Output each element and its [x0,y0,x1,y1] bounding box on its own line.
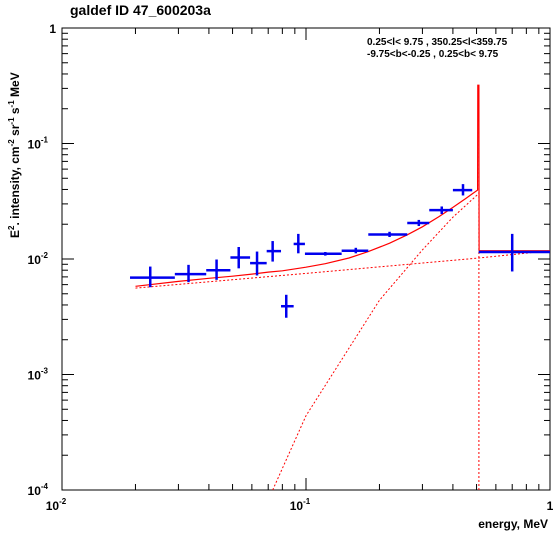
region-line-1: 0.25<l< 9.75 , 350.25<l<359.75 [367,37,508,48]
y-tick-label-exponent: -3 [41,367,49,376]
data-point [206,259,231,280]
data-point [250,251,267,276]
data-point [266,241,282,262]
x-tick-label-exponent: -1 [303,497,311,506]
y-tick-label: 10-3 [28,367,49,383]
y-tick-label-base: 10 [28,484,42,498]
data-points [130,184,550,318]
y-tick-label-exponent: -4 [41,482,49,491]
x-tick-label-base: 1 [547,499,554,513]
plot-frame [61,27,551,491]
y-tick-label-base: 10 [28,253,42,267]
data-point [130,266,175,288]
data-point [452,184,473,196]
x-tick-label-base: 10 [290,499,304,513]
y-label-part-7: -1 [7,100,16,108]
y-label-part-5: -1 [7,117,16,125]
y-tick-label: 1 [49,22,56,36]
y-tick-label: 10-2 [28,251,49,267]
data-point [304,251,342,256]
data-point [429,206,453,215]
y-label-part-0: E [8,230,22,238]
data-point [368,231,408,238]
curve-total [135,84,550,287]
data-point [407,219,430,227]
axis-ticks [61,28,550,491]
y-label-part-6: s [8,107,22,117]
y-tick-label: 10-4 [28,482,49,498]
y-tick-label: 10-1 [28,136,49,152]
axis-tick-labels: 10-2 10-1 110-410-310-210-11 [28,22,554,513]
data-point [478,233,550,272]
y-label-part-1: 2 [7,225,16,230]
data-point [230,247,251,269]
curve-component-2 [272,193,480,491]
y-tick-label-base: 1 [49,22,56,36]
x-tick-label: 10-1 [290,497,311,513]
y-label-part-8: MeV [8,72,22,100]
y-axis-label: E2. intensity, cm-2 sr-1 s-1 MeV [7,72,22,238]
y-tick-label-exponent: -1 [41,136,49,145]
chart-title: galdef ID 47_600203a [70,2,211,18]
x-tick-label: 1 [547,499,554,513]
data-point [341,247,369,254]
y-label-part-2: . intensity, cm [8,146,22,225]
y-tick-label-base: 10 [28,369,42,383]
x-axis-label: energy, MeV [478,517,548,531]
y-label-part-4: sr [8,124,22,139]
data-point [293,233,305,254]
y-tick-label-exponent: -2 [41,251,49,260]
x-tick-label: 10-2 [46,497,67,513]
x-tick-label-base: 10 [46,499,60,513]
data-point [281,294,294,318]
x-tick-label-exponent: -2 [59,497,67,506]
y-tick-label-base: 10 [28,138,42,152]
y-label-part-3: -2 [7,139,16,147]
region-line-2: -9.75<b<-0.25 , 0.25<b< 9.75 [367,49,499,60]
model-curves [135,84,551,491]
data-point [174,264,207,283]
curve-component-1 [135,250,551,289]
